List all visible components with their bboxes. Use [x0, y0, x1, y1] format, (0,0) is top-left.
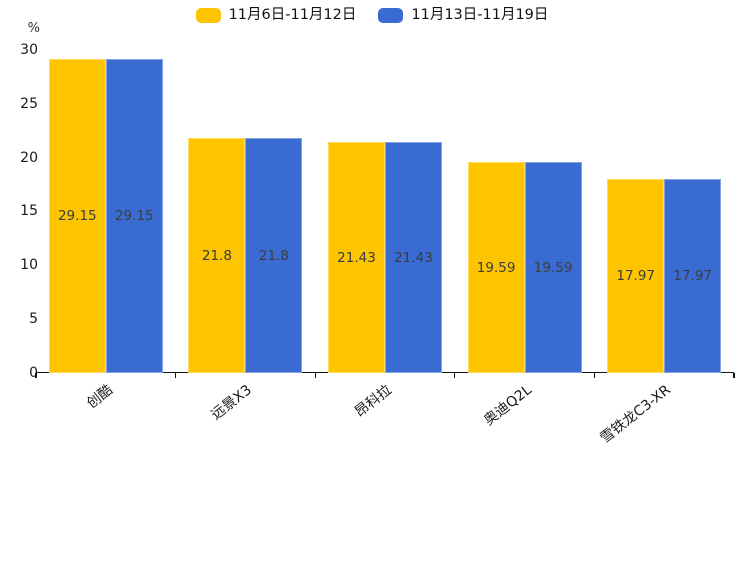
y-tick-label: 0 — [29, 365, 38, 381]
x-tick-mark — [454, 373, 456, 378]
legend-item-series1: 11月6日-11月12日 — [195, 7, 357, 24]
bar-series2-昂科拉: 21.43 — [385, 142, 442, 373]
bar-value-label: 21.43 — [394, 249, 433, 266]
x-tick-mark — [314, 373, 316, 378]
legend-series-label: 11月13日-11月19日 — [411, 7, 549, 23]
bar-series1-创酷: 29.15 — [48, 59, 106, 373]
y-tick-label: 10 — [20, 257, 38, 274]
bar-series1-远景X3: 21.8 — [188, 138, 246, 373]
bar-series2-创酷: 29.15 — [105, 59, 163, 373]
x-tick-mark — [733, 373, 735, 378]
x-tick-mark — [35, 373, 37, 378]
bar-series2-雪铁龙C3-XR: 17.97 — [664, 179, 722, 373]
y-tick-label: 30 — [20, 41, 38, 58]
grouped-bar-chart: 11月6日-11月12日 11月13日-11月19日 % 0 5 10 15 20 25 30… — [0, 7, 744, 447]
x-tick-mark — [593, 373, 596, 378]
bar-value-label: 29.15 — [57, 208, 97, 225]
bar-series2-奥迪Q2L: 19.59 — [524, 162, 582, 373]
bar-value-label: 17.97 — [616, 268, 656, 285]
chart-legend: 11月6日-11月12日 11月13日-11月19日 — [0, 7, 744, 24]
y-tick-label: 15 — [20, 203, 38, 220]
bar-value-label: 21.8 — [201, 247, 232, 264]
bar-series1-奥迪Q2L: 19.59 — [467, 162, 525, 373]
bar-value-label: 21.43 — [337, 249, 376, 266]
x-tick-mark — [174, 373, 177, 378]
x-category-label: 奥迪Q2L — [480, 382, 535, 429]
y-axis-unit-label: % — [27, 21, 40, 36]
bar-value-label: 21.8 — [258, 247, 289, 264]
legend-series-label: 11月6日-11月12日 — [228, 7, 357, 23]
y-tick-label: 5 — [29, 311, 38, 328]
bar-value-label: 29.15 — [114, 208, 154, 225]
bar-value-label: 19.59 — [533, 259, 573, 276]
x-category-label: 创酷 — [83, 382, 116, 412]
bar-series1-雪铁龙C3-XR: 17.97 — [607, 179, 665, 373]
bar-value-label: 17.97 — [673, 268, 713, 285]
x-category-label: 雪铁龙C3-XR — [597, 382, 675, 447]
legend-swatch-icon — [378, 8, 404, 23]
bar-value-label: 19.59 — [476, 259, 516, 276]
legend-item-series2: 11月13日-11月19日 — [378, 7, 548, 24]
x-category-label: 远景X3 — [208, 382, 256, 424]
legend-swatch-icon — [195, 8, 221, 23]
y-tick-label: 20 — [20, 149, 38, 166]
bar-series1-昂科拉: 21.43 — [328, 142, 385, 373]
x-category-label: 昂科拉 — [351, 382, 395, 421]
y-tick-label: 25 — [20, 95, 38, 112]
bar-series2-远景X3: 21.8 — [245, 138, 303, 373]
